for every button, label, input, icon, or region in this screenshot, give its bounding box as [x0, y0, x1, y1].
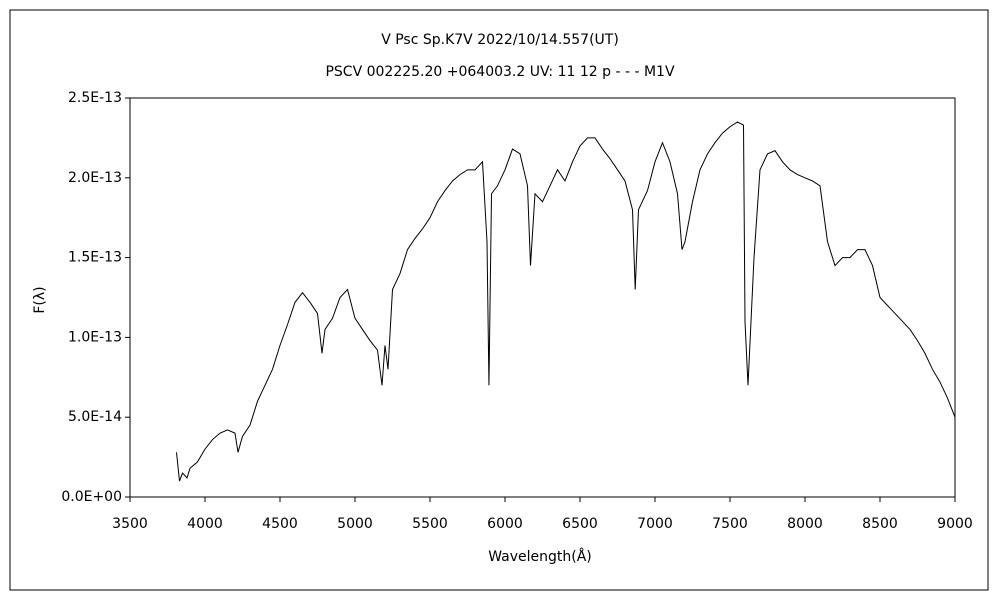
x-tick-label: 7000	[637, 516, 673, 532]
y-tick-label: 0.0E+00	[61, 489, 122, 505]
y-tick-label: 2.5E-13	[68, 90, 122, 106]
chart-title: V Psc Sp.K7V 2022/10/14.557(UT)	[381, 32, 619, 48]
x-tick-label: 6000	[487, 516, 523, 532]
chart-border	[9, 9, 989, 591]
x-axis-label: Wavelength(Å)	[488, 548, 592, 565]
y-tick-label: 1.0E-13	[68, 329, 122, 345]
x-tick-label: 7500	[712, 516, 748, 532]
x-tick-label: 5000	[337, 516, 373, 532]
x-tick-label: 8000	[787, 516, 823, 532]
x-tick-label: 8500	[862, 516, 898, 532]
spectrum-line	[176, 121, 956, 482]
plot-area	[129, 97, 956, 498]
x-tick-label: 9000	[937, 516, 973, 532]
y-tick-label: 5.0E-14	[68, 409, 122, 425]
y-axis-label: F(λ)	[32, 286, 48, 313]
y-tick-label: 2.0E-13	[68, 170, 122, 186]
chart-subtitle: PSCV 002225.20 +064003.2 UV: 11 12 p - -…	[325, 64, 674, 80]
x-tick-label: 3500	[112, 516, 148, 532]
y-tick-label: 1.5E-13	[68, 250, 122, 266]
x-tick-label: 4000	[187, 516, 223, 532]
x-tick-label: 5500	[412, 516, 448, 532]
x-tick-label: 6500	[562, 516, 598, 532]
x-tick-label: 4500	[262, 516, 298, 532]
